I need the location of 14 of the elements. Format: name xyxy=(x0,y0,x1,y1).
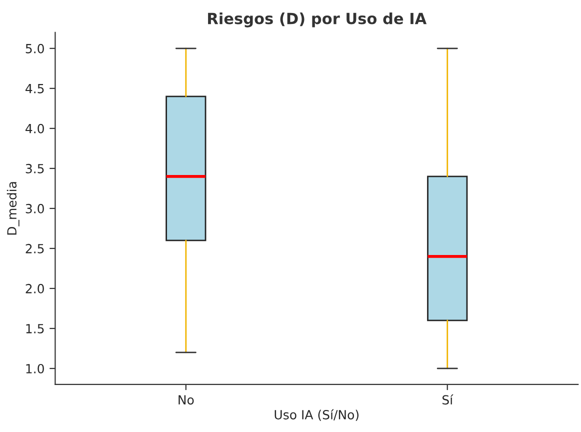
x-axis-title: Uso IA (Sí/No) xyxy=(274,409,359,421)
y-tick-label: 3.5 xyxy=(26,164,44,174)
y-tick-label: 5.0 xyxy=(26,44,44,54)
chart-title: Riesgos (D) por Uso de IA xyxy=(208,12,427,28)
y-tick-label: 4.5 xyxy=(26,84,44,94)
x-tick-label: No xyxy=(178,395,194,405)
y-tick-label: 1.5 xyxy=(26,324,44,334)
y-tick-label: 3.0 xyxy=(26,204,44,214)
y-axis-title: D_media xyxy=(6,182,20,235)
y-tick-label: 1.0 xyxy=(26,364,44,374)
y-tick-label: 2.5 xyxy=(26,244,44,254)
x-tick-label: Sí xyxy=(442,394,454,405)
y-tick-label: 2.0 xyxy=(26,284,44,294)
y-tick-label: 4.0 xyxy=(26,124,44,134)
